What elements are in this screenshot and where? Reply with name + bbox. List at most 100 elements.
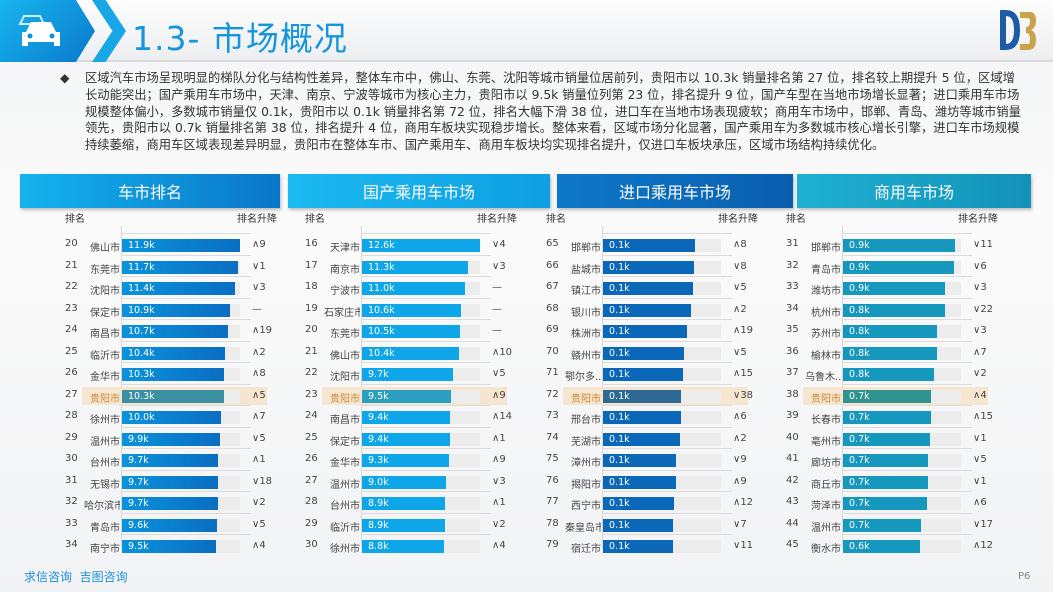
- table-row: 72 贵阳市 0.1k ∨38: [538, 383, 778, 406]
- rank-number: 40: [786, 431, 799, 443]
- rank-number: 20: [305, 324, 318, 335]
- sales-value: 0.6k: [849, 541, 870, 552]
- city-name: 金华市: [330, 458, 360, 469]
- rank-change: ∨18: [252, 475, 273, 487]
- sales-value: 0.1k: [609, 498, 630, 509]
- sales-value: 0.1k: [609, 304, 630, 316]
- row-divider: [121, 340, 251, 342]
- rank-change: ∨8: [733, 260, 747, 272]
- rank-number: 79: [546, 539, 559, 550]
- sales-bar: [122, 389, 224, 403]
- city-name: 鄂尔多...: [565, 372, 601, 383]
- city-name: 漳州市: [571, 458, 601, 469]
- row-divider: [842, 491, 972, 492]
- rank-number: 75: [546, 453, 559, 464]
- sales-bar: [843, 239, 955, 252]
- rank-change: ∨1: [973, 432, 987, 444]
- rank-number: 25: [65, 345, 78, 357]
- city-name: 徐州市: [330, 544, 360, 555]
- row-divider: [602, 491, 732, 492]
- sales-bar: [603, 497, 675, 510]
- table-row: 21 佛山市 10.4k ∧10: [297, 340, 537, 363]
- table-row: 42 商丘市 0.7k ∨1: [778, 469, 1018, 492]
- rank-change: ∨5: [973, 454, 987, 465]
- row-divider: [842, 319, 972, 320]
- sales-bar: [122, 540, 216, 553]
- row-divider: [361, 512, 491, 514]
- table-row: 33 潍坊市 0.9k ∨3: [778, 276, 1018, 298]
- table-row: 76 揭阳市 0.1k ∧9: [538, 469, 778, 492]
- sales-bar: [362, 389, 451, 403]
- rank-change: ∧5: [252, 389, 266, 401]
- sales-bar: [362, 260, 468, 274]
- city-name: 南昌市: [90, 329, 120, 340]
- table-row: 29 温州市 9.9k ∨5: [57, 426, 297, 449]
- rank-change: ∧9: [733, 475, 747, 487]
- sales-value: 0.7k: [849, 476, 870, 488]
- table-row: 19 石家庄市 10.6k —: [297, 297, 537, 320]
- sales-value: 0.1k: [609, 476, 630, 488]
- row-divider: [842, 405, 972, 406]
- sales-value: 10.4k: [128, 347, 155, 359]
- city-name: 邯郸市: [811, 243, 841, 254]
- sales-value: 0.1k: [609, 326, 630, 337]
- rank-change: —: [492, 282, 502, 293]
- row-divider: [602, 233, 732, 234]
- rank-change: ∨2: [492, 518, 506, 530]
- table-row: 70 赣州市 0.1k ∨5: [538, 340, 778, 363]
- city-name: 揭阳市: [571, 479, 601, 491]
- rank-change: ∨3: [973, 325, 987, 336]
- rank-change: ∧6: [973, 497, 987, 508]
- sales-bar: [122, 475, 218, 489]
- ranking-panel-import: 排名 排名升降 65 邯郸市 0.1k ∧8 66 盐城市 0.1k ∨8 67…: [538, 208, 778, 555]
- rank-number: 41: [786, 453, 799, 464]
- rank-number: 28: [305, 496, 318, 507]
- table-row: 32 哈尔滨市 9.7k ∨2: [57, 491, 297, 513]
- rank-number: 73: [546, 410, 559, 421]
- rank-change: ∧19: [252, 325, 273, 336]
- sales-value: 9.5k: [368, 390, 389, 402]
- table-row: 74 芜湖市 0.1k ∧2: [538, 426, 778, 449]
- rank-change: —: [492, 303, 502, 315]
- rank-number: 77: [546, 496, 559, 507]
- table-row: 65 邯郸市 0.1k ∧8: [538, 233, 778, 255]
- rank-change: ∧9: [492, 454, 506, 465]
- rank-number: 34: [65, 539, 78, 550]
- change-header: 排名升降: [477, 214, 517, 225]
- rank-header: 排名: [65, 214, 85, 225]
- rank-number: 44: [786, 517, 799, 529]
- rank-number: 74: [546, 431, 559, 443]
- sales-bar: [122, 303, 230, 317]
- rank-number: 71: [546, 367, 559, 378]
- rank-change: ∧4: [492, 540, 506, 551]
- sales-bar: [843, 411, 932, 424]
- rank-change: ∧4: [252, 540, 266, 551]
- sales-bar: [362, 239, 480, 252]
- city-name: 商丘市: [811, 479, 841, 491]
- sales-bar: [603, 282, 693, 295]
- sales-value: 0.1k: [609, 261, 630, 273]
- table-row: 75 漳州市 0.1k ∨9: [538, 448, 778, 470]
- row-divider: [361, 405, 491, 406]
- sales-bar: [843, 368, 934, 381]
- sales-bar: [122, 454, 218, 467]
- table-row: 78 秦皇岛市 0.1k ∨7: [538, 512, 778, 535]
- city-name: 贵阳市: [90, 393, 120, 405]
- sales-value: 11.4k: [128, 283, 155, 294]
- sales-value: 10.3k: [128, 369, 155, 380]
- row-divider: [121, 233, 251, 234]
- rank-number: 25: [305, 431, 318, 443]
- row-divider: [361, 340, 491, 342]
- rank-number: 69: [546, 324, 559, 335]
- city-name: 青岛市: [90, 522, 120, 534]
- row-divider: [602, 319, 732, 320]
- city-name: 临沂市: [90, 350, 120, 362]
- row-divider: [121, 362, 251, 363]
- table-row: 41 廊坊市 0.7k ∨5: [778, 448, 1018, 470]
- rank-number: 65: [546, 238, 559, 249]
- table-row: 77 西宁市 0.1k ∧12: [538, 491, 778, 513]
- city-name: 苏州市: [811, 329, 841, 340]
- sales-value: 9.5k: [128, 541, 149, 552]
- rank-change: ∧7: [973, 346, 987, 358]
- rank-number: 42: [786, 474, 799, 486]
